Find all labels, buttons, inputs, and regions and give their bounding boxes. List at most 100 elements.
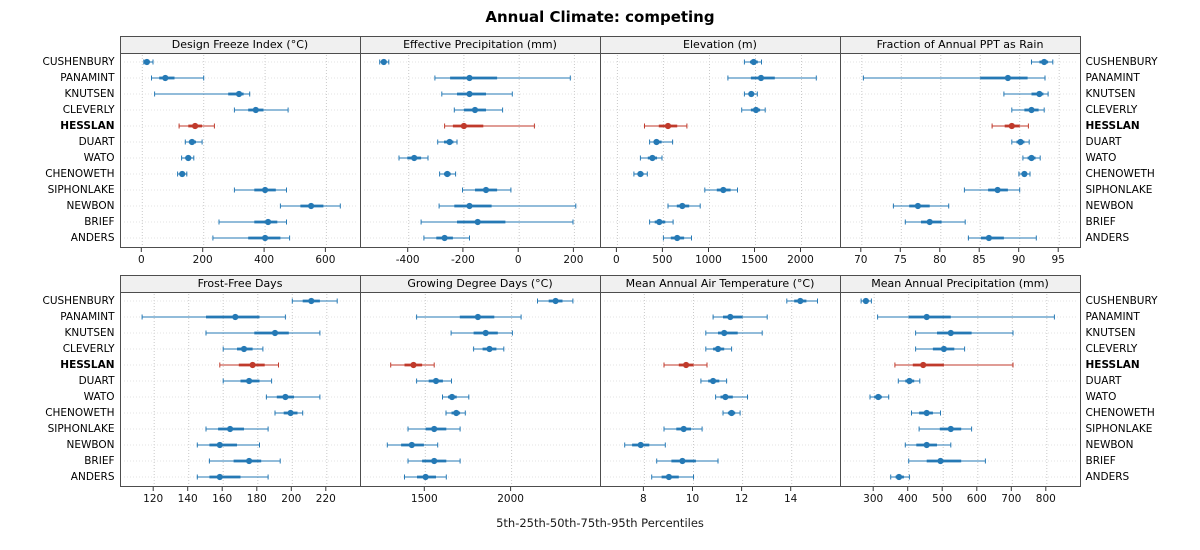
x-axis-svg-mean-annual-precipitation: 300 400 500 600 700 800 xyxy=(863,487,1055,505)
svg-text:500: 500 xyxy=(652,254,672,266)
panel-row-bottom: CUSHENBURY PANAMINT KNUTSEN CLEVERLY HESSLAN… xyxy=(0,275,1200,507)
panel-mean-annual-precipitation: Mean Annual Precipitation (mm) 300 400 500… xyxy=(839,275,1081,507)
x-axis-svg-design-freeze-index: 0 200 400 600 xyxy=(137,248,335,266)
site-label-brief: BRIEF xyxy=(84,216,115,228)
site-label-newbon: NEWBON xyxy=(1085,200,1134,212)
site-labels-right-top: CUSHENBURY PANAMINT KNUTSEN CLEVERLY HESSLAN… xyxy=(1081,36,1199,268)
panel-growing-degree-days: Growing Degree Days (°C) 1500 2000 xyxy=(359,275,601,507)
site-label-chenoweth: CHENOWETH xyxy=(45,407,115,419)
svg-text:140: 140 xyxy=(177,493,197,505)
panel-strip-effective-precipitation: Effective Precipitation (mm) xyxy=(359,36,601,54)
svg-text:800: 800 xyxy=(1035,493,1055,505)
site-label-cleverly: CLEVERLY xyxy=(1085,104,1138,116)
svg-text:120: 120 xyxy=(143,493,163,505)
x-axis-svg-growing-degree-days: 1500 2000 xyxy=(410,487,524,505)
panel-strip-mean-annual-air-temperature: Mean Annual Air Temperature (°C) xyxy=(599,275,841,293)
site-label-anders: ANDERS xyxy=(1085,232,1130,244)
panel-elevation: Elevation (m) 0 500 1000 1500 2000 xyxy=(599,36,841,268)
svg-text:2000: 2000 xyxy=(497,493,524,505)
dotplot-mean-annual-air-temperature xyxy=(603,294,837,484)
dotplot-design-freeze-index xyxy=(123,55,357,245)
svg-text:0: 0 xyxy=(514,254,521,266)
site-label-newbon: NEWBON xyxy=(66,439,115,451)
svg-text:80: 80 xyxy=(933,254,946,266)
site-label-cleverly: CLEVERLY xyxy=(62,104,115,116)
svg-text:220: 220 xyxy=(315,493,335,505)
x-axis-svg-effective-precipitation: -400 -200 0 200 xyxy=(395,248,583,266)
svg-text:0: 0 xyxy=(137,254,144,266)
panel-row-top: CUSHENBURY PANAMINT KNUTSEN CLEVERLY HESSLAN… xyxy=(0,36,1200,268)
site-label-siphonlake: SIPHONLAKE xyxy=(47,423,115,435)
site-label-brief: BRIEF xyxy=(1085,455,1116,467)
plot-area-elevation xyxy=(599,54,841,248)
site-label-brief: BRIEF xyxy=(1085,216,1116,228)
site-label-knutsen: KNUTSEN xyxy=(1085,88,1136,100)
svg-text:85: 85 xyxy=(972,254,985,266)
site-label-newbon: NEWBON xyxy=(1085,439,1134,451)
site-labels-left-bottom: CUSHENBURY PANAMINT KNUTSEN CLEVERLY HESSLAN… xyxy=(2,275,120,507)
site-label-duart: DUART xyxy=(78,375,115,387)
svg-text:90: 90 xyxy=(1012,254,1025,266)
site-label-hesslan: HESSLAN xyxy=(1085,359,1140,371)
x-axis-frost-free-days: 120 140 160 180 200 220 xyxy=(120,487,361,507)
x-axis-fraction-ppt-rain: 70 75 80 85 90 95 xyxy=(840,248,1081,268)
dotplot-growing-degree-days xyxy=(363,294,597,484)
svg-text:2000: 2000 xyxy=(787,254,814,266)
site-label-duart: DUART xyxy=(78,136,115,148)
dotplot-mean-annual-precipitation xyxy=(843,294,1077,484)
site-label-newbon: NEWBON xyxy=(66,200,115,212)
site-label-hesslan: HESSLAN xyxy=(60,359,115,371)
site-label-chenoweth: CHENOWETH xyxy=(45,168,115,180)
site-label-cushenbury: CUSHENBURY xyxy=(1085,56,1158,68)
site-label-knutsen: KNUTSEN xyxy=(64,88,115,100)
svg-text:300: 300 xyxy=(863,493,883,505)
svg-text:400: 400 xyxy=(897,493,917,505)
svg-text:600: 600 xyxy=(966,493,986,505)
panel-strip-frost-free-days: Frost-Free Days xyxy=(119,275,361,293)
site-label-wato: WATO xyxy=(1085,391,1117,403)
x-axis-mean-annual-air-temperature: 8 10 12 14 xyxy=(600,487,841,507)
dotplot-elevation xyxy=(603,55,837,245)
svg-text:10: 10 xyxy=(685,493,698,505)
x-axis-mean-annual-precipitation: 300 400 500 600 700 800 xyxy=(840,487,1081,507)
svg-text:1500: 1500 xyxy=(741,254,768,266)
panel-mean-annual-air-temperature: Mean Annual Air Temperature (°C) 8 10 12 14 xyxy=(599,275,841,507)
site-label-siphonlake: SIPHONLAKE xyxy=(47,184,115,196)
site-label-cushenbury: CUSHENBURY xyxy=(42,56,115,68)
site-label-duart: DUART xyxy=(1085,375,1122,387)
site-label-hesslan: HESSLAN xyxy=(1085,120,1140,132)
dotplot-fraction-ppt-rain xyxy=(843,55,1077,245)
svg-text:-200: -200 xyxy=(450,254,474,266)
panel-design-freeze-index: Design Freeze Index (°C) 0 200 400 600 xyxy=(119,36,361,268)
site-label-wato: WATO xyxy=(1085,152,1117,164)
site-label-panamint: PANAMINT xyxy=(60,72,115,84)
x-axis-design-freeze-index: 0 200 400 600 xyxy=(120,248,361,268)
panel-fraction-ppt-rain: Fraction of Annual PPT as Rain 70 75 80 85 9… xyxy=(839,36,1081,268)
site-label-anders: ANDERS xyxy=(70,232,115,244)
dotplot-frost-free-days xyxy=(123,294,357,484)
site-label-cleverly: CLEVERLY xyxy=(62,343,115,355)
site-label-siphonlake: SIPHONLAKE xyxy=(1085,423,1153,435)
plot-area-fraction-ppt-rain xyxy=(839,54,1081,248)
plot-area-effective-precipitation xyxy=(359,54,601,248)
panel-strip-elevation: Elevation (m) xyxy=(599,36,841,54)
percentiles-caption: 5th-25th-50th-75th-95th Percentiles xyxy=(496,516,704,530)
svg-text:500: 500 xyxy=(932,493,952,505)
svg-text:95: 95 xyxy=(1051,254,1064,266)
site-label-panamint: PANAMINT xyxy=(60,311,115,323)
plot-area-mean-annual-air-temperature xyxy=(599,293,841,487)
site-label-anders: ANDERS xyxy=(70,471,115,483)
svg-text:1000: 1000 xyxy=(695,254,722,266)
svg-text:200: 200 xyxy=(281,493,301,505)
site-label-wato: WATO xyxy=(83,391,115,403)
svg-text:70: 70 xyxy=(854,254,867,266)
x-axis-growing-degree-days: 1500 2000 xyxy=(360,487,601,507)
chart-title: Annual Climate: competing xyxy=(485,8,715,26)
plot-area-design-freeze-index xyxy=(119,54,361,248)
panel-strip-fraction-ppt-rain: Fraction of Annual PPT as Rain xyxy=(839,36,1081,54)
x-axis-svg-mean-annual-air-temperature: 8 10 12 14 xyxy=(640,487,797,505)
site-label-duart: DUART xyxy=(1085,136,1122,148)
x-axis-svg-frost-free-days: 120 140 160 180 200 220 xyxy=(143,487,335,505)
svg-text:-400: -400 xyxy=(395,254,419,266)
